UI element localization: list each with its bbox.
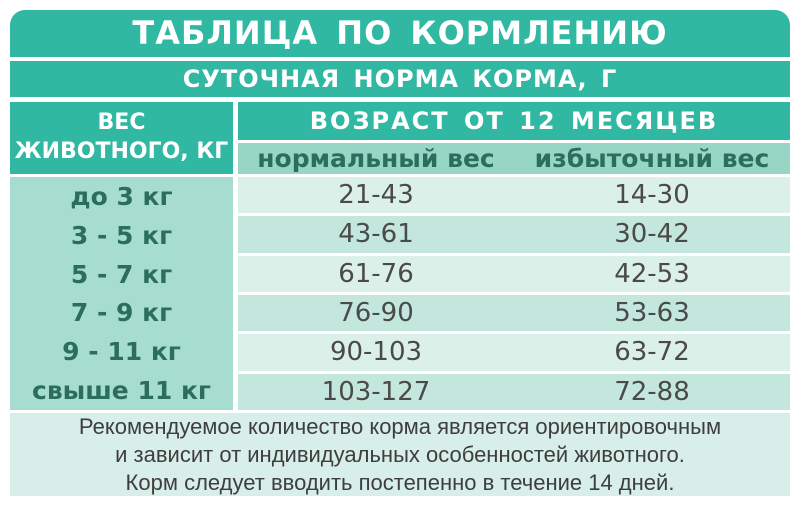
weight-label-row-2: 3 - 5 кг <box>70 220 173 250</box>
weight-label-row-1: до 3 кг <box>70 181 173 211</box>
feeding-table: ТАБЛИЦА ПО КОРМЛЕНИЮ СУТОЧНАЯ НОРМА КОРМ… <box>10 10 790 496</box>
weight-label-row-4: 7 - 9 кг <box>70 298 173 328</box>
normal-value-cell: 103-127 <box>321 376 431 407</box>
table-row: 61-76 42-53 <box>238 255 790 292</box>
disclaimer-note: Рекомендуемое количество корма является … <box>10 413 790 496</box>
weight-label-row-3: 5 - 7 кг <box>70 259 173 289</box>
age-group-header: ВОЗРАСТ ОТ 12 МЕСЯЦЕВ <box>238 102 790 140</box>
weight-labels-column: до 3 кг 3 - 5 кг 5 - 7 кг 7 - 9 кг 9 - 1… <box>10 177 233 410</box>
table-row: 43-61 30-42 <box>238 216 790 253</box>
excess-value-cell: 30-42 <box>614 219 690 250</box>
values-column-group: 21-43 14-30 43-61 30-42 61-76 42-53 76-9… <box>238 177 790 410</box>
age-column-group: ВОЗРАСТ ОТ 12 МЕСЯЦЕВ нормальный вес изб… <box>238 102 790 174</box>
normal-value-cell: 90-103 <box>329 337 423 368</box>
weight-label-row-5: 9 - 11 кг <box>62 337 181 367</box>
table-body: до 3 кг 3 - 5 кг 5 - 7 кг 7 - 9 кг 9 - 1… <box>10 177 790 410</box>
daily-norm-subtitle: СУТОЧНАЯ НОРМА КОРМА, Г <box>10 61 790 97</box>
column-header-excess-weight: избыточный вес <box>534 144 770 173</box>
weight-label-row-6: свыше 11 кг <box>32 376 211 406</box>
excess-value-cell: 53-63 <box>614 298 690 329</box>
page-title: ТАБЛИЦА ПО КОРМЛЕНИЮ <box>10 10 790 57</box>
weight-header-line-2: ЖИВОТНОГО, КГ <box>14 139 229 164</box>
note-line-2: и зависит от индивидуальных особенностей… <box>115 441 685 467</box>
excess-value-cell: 72-88 <box>614 376 690 407</box>
weight-column-header: ВЕС ЖИВОТНОГО, КГ <box>10 102 233 174</box>
table-header-row: ВЕС ЖИВОТНОГО, КГ ВОЗРАСТ ОТ 12 МЕСЯЦЕВ … <box>10 102 790 174</box>
excess-value-cell: 63-72 <box>614 337 690 368</box>
weight-type-subheader: нормальный вес избыточный вес <box>238 143 790 174</box>
table-row: 103-127 72-88 <box>238 373 790 410</box>
table-row: 90-103 63-72 <box>238 334 790 371</box>
excess-value-cell: 42-53 <box>614 258 690 289</box>
excess-value-cell: 14-30 <box>614 180 690 211</box>
weight-header-line-1: ВЕС <box>97 110 146 136</box>
note-line-1: Рекомендуемое количество корма является … <box>78 413 722 439</box>
column-header-normal-weight: нормальный вес <box>257 144 495 173</box>
normal-value-cell: 76-90 <box>338 298 414 329</box>
table-row: 21-43 14-30 <box>238 177 790 214</box>
normal-value-cell: 21-43 <box>338 180 414 211</box>
note-line-3: Корм следует вводить постепенно в течени… <box>125 469 675 495</box>
normal-value-cell: 61-76 <box>338 258 414 289</box>
normal-value-cell: 43-61 <box>338 219 414 250</box>
table-row: 76-90 53-63 <box>238 294 790 332</box>
